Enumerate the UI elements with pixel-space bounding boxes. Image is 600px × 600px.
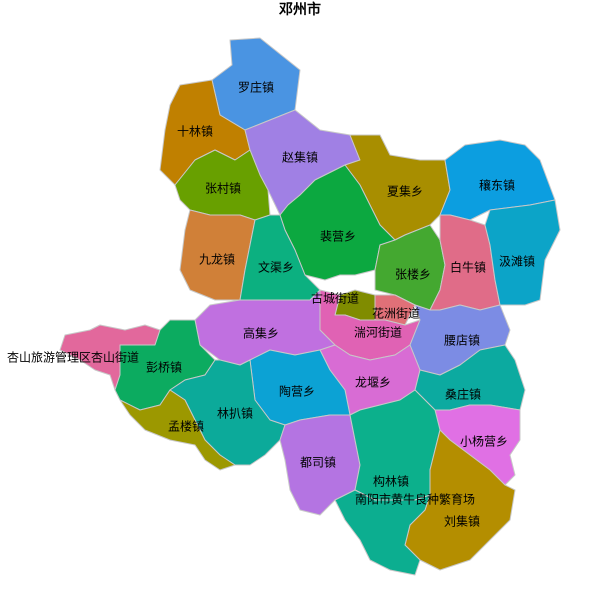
region-label: 文渠乡 bbox=[258, 260, 294, 275]
region-label: 林扒镇 bbox=[217, 407, 253, 421]
region-label: 小杨营乡 bbox=[460, 434, 508, 449]
region-label: 张楼乡 bbox=[395, 267, 431, 282]
region-label: 南阳市黄牛良种繁育场 bbox=[355, 492, 475, 507]
region-label: 裴营乡 bbox=[320, 229, 356, 244]
region-label: 孟楼镇 bbox=[168, 419, 204, 434]
region-label: 杏山旅游管理区杏山街道 bbox=[7, 350, 139, 365]
region-label: 刘集镇 bbox=[444, 514, 480, 529]
region-label: 腰店镇 bbox=[444, 334, 480, 348]
region-label: 构林镇 bbox=[373, 474, 409, 489]
region-23[interactable] bbox=[119, 389, 236, 471]
region-27[interactable] bbox=[404, 429, 516, 571]
region-label: 花洲街道 bbox=[372, 306, 420, 321]
region-label: 白牛镇 bbox=[450, 260, 486, 275]
region-label: 罗庄镇 bbox=[238, 80, 274, 95]
region-label: 高集乡 bbox=[243, 326, 279, 341]
region-label: 湍河街道 bbox=[354, 326, 402, 340]
region-label: 古城街道 bbox=[311, 291, 359, 306]
region-label: 龙堰乡 bbox=[355, 376, 391, 390]
region-label: 夏集乡 bbox=[387, 184, 423, 199]
region-label: 桑庄镇 bbox=[445, 387, 481, 402]
region-label: 九龙镇 bbox=[199, 253, 235, 267]
region-label: 穰东镇 bbox=[479, 178, 515, 193]
region-11[interactable] bbox=[484, 199, 561, 306]
region-label: 彭桥镇 bbox=[146, 361, 182, 375]
region-label: 张村镇 bbox=[205, 182, 241, 196]
region-label: 陶营乡 bbox=[279, 384, 315, 399]
map-title: 邓州市 bbox=[278, 1, 321, 18]
region-label: 汲滩镇 bbox=[499, 255, 535, 269]
region-28[interactable] bbox=[334, 489, 431, 576]
region-label: 赵集镇 bbox=[282, 150, 318, 165]
region-label: 十林镇 bbox=[177, 125, 213, 139]
region-label: 都司镇 bbox=[300, 456, 336, 470]
